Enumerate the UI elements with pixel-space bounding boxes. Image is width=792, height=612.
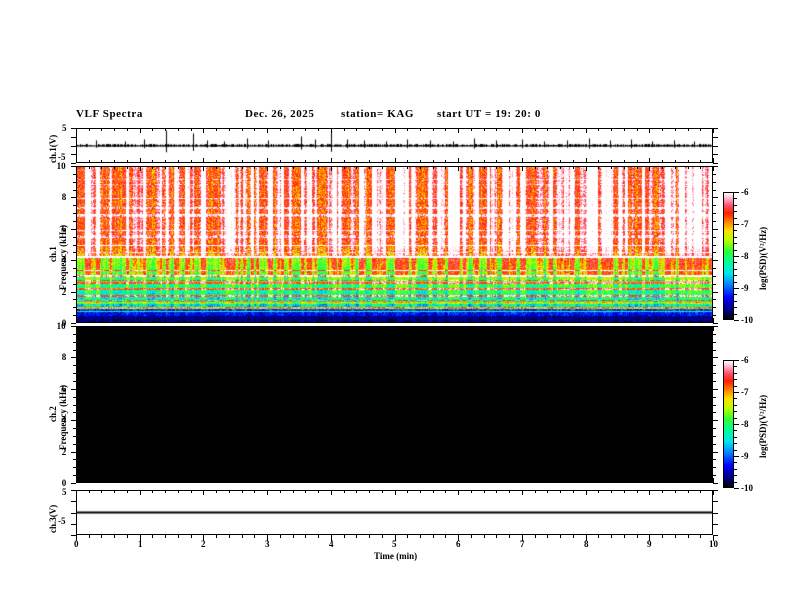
xtick-10: 10 xyxy=(709,539,718,549)
xtick-4: 4 xyxy=(329,539,334,549)
ch1-ytick-4: 4 xyxy=(61,255,67,265)
plot-header: VLF Spectra Dec. 26, 2025 station= KAG s… xyxy=(0,108,792,124)
ch2-ytick-4: 4 xyxy=(61,415,67,425)
ch2-ytick-0: 0 xyxy=(61,478,67,488)
colorbar-ch1-tick-neg7: -7 xyxy=(741,219,749,229)
colorbar-ch2-tick-neg7: -7 xyxy=(741,387,749,397)
ch1-waveform-trace xyxy=(77,129,712,162)
xaxis-label: Time (min) xyxy=(374,551,418,561)
colorbar-ch1-tick-neg8: -8 xyxy=(741,251,749,261)
ch1-waveform-ylabel: ch.1(V) xyxy=(48,134,58,163)
station-label: station= KAG xyxy=(341,108,415,120)
ch2-ytick-2: 2 xyxy=(61,447,67,457)
colorbar-ch2-tick-neg10: -10 xyxy=(741,483,753,493)
ch2-ytick-6: 6 xyxy=(61,384,67,394)
ch1-ytick-0: 0 xyxy=(61,318,67,328)
ch2-ytick-8: 8 xyxy=(61,352,67,362)
ch1-waveform-panel xyxy=(76,128,713,163)
start-ut-label: start UT = 19: 20: 0 xyxy=(437,108,541,120)
ch3-waveform-panel xyxy=(76,490,713,535)
xtick-6: 6 xyxy=(456,539,461,549)
ch1-ytick-5: 5 xyxy=(62,123,67,133)
ch1-ytick-10: 10 xyxy=(56,161,66,171)
xtick-5: 5 xyxy=(392,539,397,549)
ch3-ytick-5: 5 xyxy=(62,487,67,497)
xtick-1: 1 xyxy=(138,539,143,549)
ch3-waveform-trace xyxy=(77,491,712,534)
plot-date: Dec. 26, 2025 xyxy=(245,108,315,120)
ch1-ytick-2: 2 xyxy=(61,287,67,297)
colorbar-ch1-tick-neg6: -6 xyxy=(741,187,749,197)
colorbar-ch1 xyxy=(723,192,734,320)
ch3-ytick-neg5: -5 xyxy=(58,516,66,526)
colorbar-ch2-tick-neg6: -6 xyxy=(741,355,749,365)
ch1-spectrogram-ylabel-ch: ch.1 xyxy=(48,246,58,262)
xtick-0: 0 xyxy=(74,539,79,549)
ch1-ytick-neg5: -5 xyxy=(58,152,66,162)
ch2-spectrogram-ylabel-freq: Frequency (kHz) xyxy=(58,384,68,450)
ch1-spectrogram-ylabel-freq: Frequency (kHz) xyxy=(58,224,68,290)
colorbar-ch1-label: log(PSD)(V²/Hz) xyxy=(758,226,768,290)
plot-title: VLF Spectra xyxy=(76,108,143,120)
colorbar-ch2 xyxy=(723,360,734,488)
ch1-ytick-8: 8 xyxy=(61,192,67,202)
xtick-7: 7 xyxy=(520,539,525,549)
xtick-8: 8 xyxy=(584,539,589,549)
ch2-spectrogram-image xyxy=(77,327,712,482)
xtick-2: 2 xyxy=(201,539,206,549)
xtick-3: 3 xyxy=(265,539,270,549)
ch2-ytick-10: 10 xyxy=(56,321,66,331)
ch1-ytick-6: 6 xyxy=(61,224,67,234)
colorbar-ch1-tick-neg10: -10 xyxy=(741,315,753,325)
ch1-spectrogram-image xyxy=(77,167,712,322)
colorbar-ch2-label: log(PSD)(V²/Hz) xyxy=(758,394,768,458)
colorbar-ch2-tick-neg9: -9 xyxy=(741,451,749,461)
ch2-spectrogram-ylabel-ch: ch.2 xyxy=(48,406,58,422)
colorbar-ch1-tick-neg9: -9 xyxy=(741,283,749,293)
ch3-waveform-ylabel: ch.3(V) xyxy=(48,504,58,533)
xtick-9: 9 xyxy=(647,539,652,549)
ch2-spectrogram-panel xyxy=(76,326,713,483)
ch1-spectrogram-panel xyxy=(76,166,713,323)
colorbar-ch2-tick-neg8: -8 xyxy=(741,419,749,429)
